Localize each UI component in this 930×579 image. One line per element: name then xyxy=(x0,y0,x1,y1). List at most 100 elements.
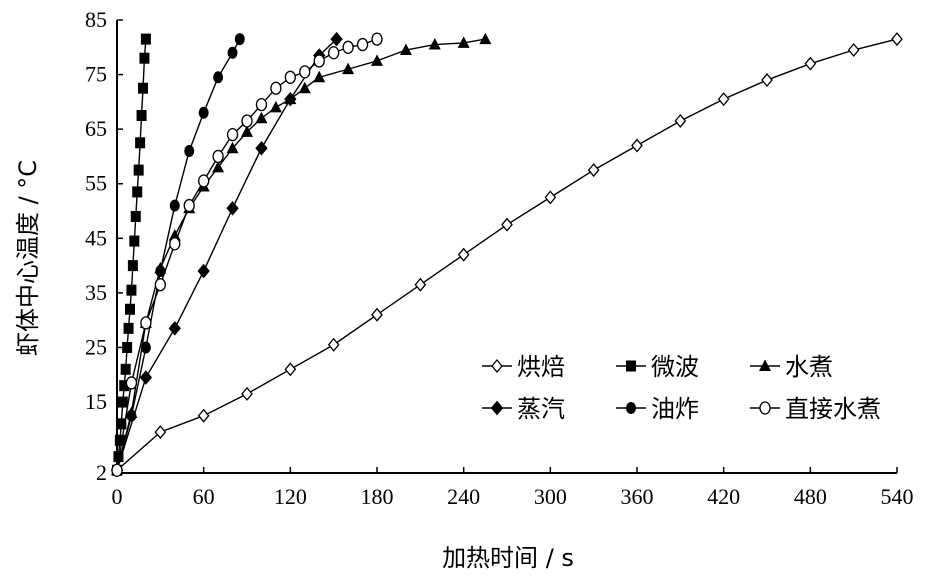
data-point xyxy=(371,32,383,46)
data-point xyxy=(804,56,817,71)
axes xyxy=(116,19,898,474)
data-point xyxy=(169,237,181,251)
data-point xyxy=(155,265,166,278)
data-point xyxy=(342,62,355,75)
legend-marker xyxy=(626,360,636,372)
legend-label: 直接水煮 xyxy=(785,395,881,423)
data-point xyxy=(135,137,146,149)
legend-item: 蒸汽 xyxy=(482,395,565,423)
data-point xyxy=(891,32,903,47)
data-point xyxy=(342,40,354,54)
legend-label: 水煮 xyxy=(785,353,833,381)
data-point xyxy=(356,37,369,52)
data-point xyxy=(132,186,143,198)
legend-item: 水煮 xyxy=(750,353,833,381)
y-tick-label: 55 xyxy=(85,171,107,196)
legend-marker xyxy=(491,358,503,374)
data-point xyxy=(154,425,167,440)
data-point xyxy=(169,199,180,212)
x-tick-label: 300 xyxy=(534,484,567,509)
y-tick-label: 15 xyxy=(85,389,107,414)
data-point xyxy=(241,386,253,401)
data-point xyxy=(126,409,137,422)
data-point xyxy=(133,164,144,176)
x-tick-label: 480 xyxy=(794,484,827,509)
data-point xyxy=(399,43,412,56)
series-line xyxy=(116,38,338,471)
series-diamond-open xyxy=(111,32,903,478)
data-point xyxy=(125,303,135,315)
x-tick-label: 0 xyxy=(112,484,123,509)
data-point xyxy=(213,71,224,84)
plot-area xyxy=(110,31,903,478)
data-point xyxy=(313,70,326,83)
data-point xyxy=(479,32,492,45)
data-point xyxy=(168,321,181,336)
data-point xyxy=(371,54,383,66)
y-axis-label: 虾体中心温度 / °C xyxy=(14,160,42,356)
data-point xyxy=(226,141,239,154)
data-point xyxy=(113,451,124,463)
data-point xyxy=(184,144,195,157)
legend-label: 油炸 xyxy=(651,395,699,423)
data-point xyxy=(299,65,311,79)
data-point xyxy=(139,370,153,385)
series-line xyxy=(116,38,378,471)
data-point xyxy=(140,341,151,354)
y-tick-label: 45 xyxy=(85,225,107,250)
data-point xyxy=(501,217,513,232)
series-line xyxy=(116,38,241,471)
x-tick-label: 360 xyxy=(621,484,654,509)
data-point xyxy=(330,31,343,47)
data-point xyxy=(140,316,152,330)
series-circle-filled xyxy=(112,33,245,477)
legend-marker xyxy=(759,401,771,415)
tick-labels: 0 60 120 180 240 300 360 420 480 540 2 15 25 35 45 55 65… xyxy=(85,7,914,509)
data-point xyxy=(116,418,127,430)
data-point xyxy=(226,201,239,216)
data-point xyxy=(154,278,166,292)
data-point xyxy=(327,337,340,352)
legend-marker xyxy=(626,402,636,414)
data-point xyxy=(457,36,470,48)
data-point xyxy=(136,110,147,122)
x-tick-label: 240 xyxy=(447,484,480,509)
legend-marker xyxy=(759,359,771,371)
data-point xyxy=(674,113,687,128)
series-square-filled xyxy=(112,33,151,476)
y-tick-label: 2 xyxy=(96,460,107,485)
data-point xyxy=(761,73,773,88)
data-point xyxy=(127,260,138,272)
data-point xyxy=(544,190,557,205)
x-tick-label: 420 xyxy=(707,484,740,509)
data-point xyxy=(212,160,225,173)
x-tick-label: 120 xyxy=(274,484,307,509)
data-point xyxy=(284,91,297,107)
data-point xyxy=(241,114,253,128)
data-point xyxy=(631,138,643,153)
data-point xyxy=(130,210,141,222)
x-tick-label: 60 xyxy=(193,484,215,509)
data-point xyxy=(139,52,150,64)
y-tick-label: 25 xyxy=(85,334,107,359)
data-point xyxy=(198,174,210,188)
data-point xyxy=(197,263,210,279)
data-point xyxy=(183,198,195,213)
data-point xyxy=(114,434,125,446)
data-point xyxy=(269,100,282,113)
data-point xyxy=(125,376,138,390)
data-point xyxy=(587,163,600,178)
legend-item: 油炸 xyxy=(616,395,699,423)
data-point xyxy=(284,362,297,377)
data-point xyxy=(255,140,268,156)
series-triangle-filled xyxy=(111,32,492,476)
y-tick-label: 65 xyxy=(85,116,107,141)
data-point xyxy=(847,43,860,58)
data-point xyxy=(270,81,282,95)
data-point xyxy=(371,307,383,322)
legend-item: 微波 xyxy=(616,353,699,381)
data-point xyxy=(198,106,209,119)
series-circle-open xyxy=(111,32,383,477)
